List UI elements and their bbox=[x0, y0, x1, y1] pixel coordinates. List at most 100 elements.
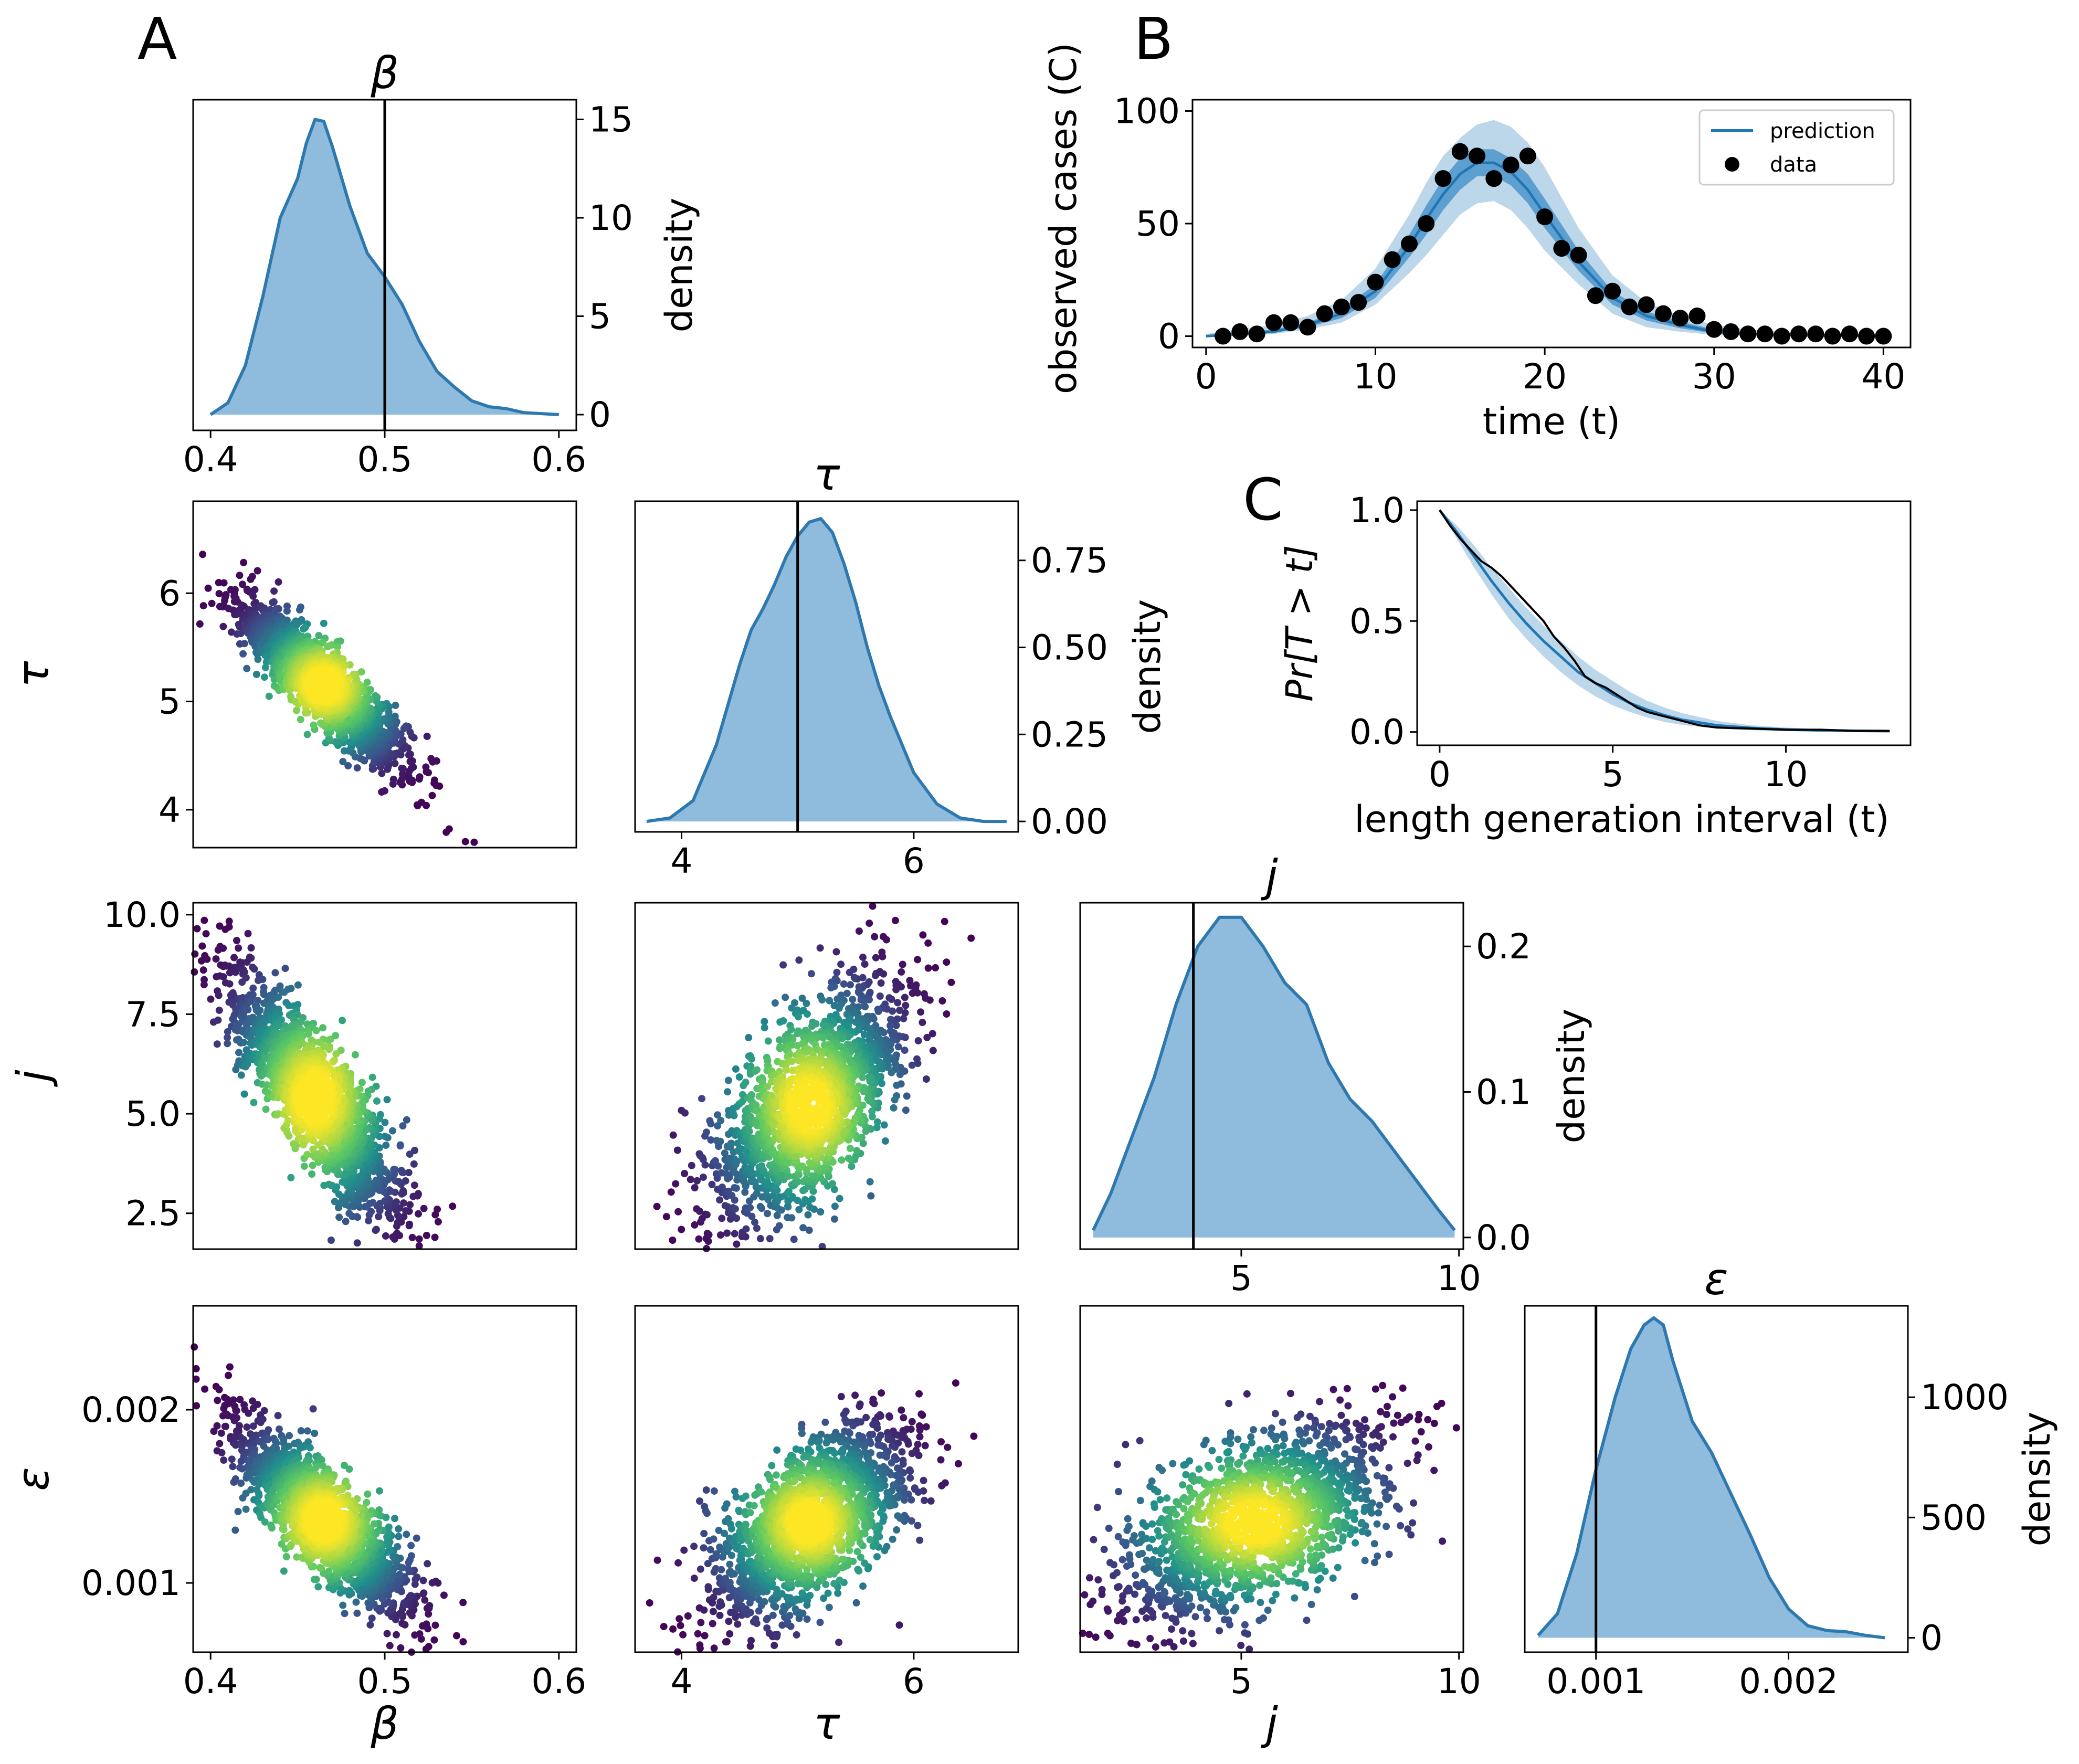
sample-point bbox=[236, 623, 244, 631]
y-tick-label: 15 bbox=[589, 100, 633, 140]
sample-point bbox=[247, 944, 255, 952]
sample-point bbox=[199, 966, 207, 974]
sample-point bbox=[816, 944, 824, 952]
sample-point bbox=[855, 927, 863, 935]
sample-point bbox=[243, 664, 251, 672]
density-curve bbox=[1092, 915, 1456, 1231]
sample-point bbox=[831, 1215, 838, 1223]
sample-point bbox=[416, 773, 424, 781]
sample-point bbox=[947, 978, 955, 986]
sample-point bbox=[300, 1163, 308, 1170]
sample-point bbox=[871, 933, 879, 941]
sample-point bbox=[849, 996, 857, 1004]
y-tick-label: 10 bbox=[589, 198, 633, 238]
sample-point bbox=[378, 788, 386, 796]
sample-point bbox=[876, 992, 884, 1000]
sample-point bbox=[339, 758, 347, 766]
sample-point bbox=[801, 1196, 809, 1203]
sample-point bbox=[687, 1176, 694, 1184]
sample-point bbox=[723, 1229, 731, 1237]
sample-point bbox=[392, 701, 399, 709]
sample-point bbox=[919, 1019, 926, 1027]
sample-point bbox=[914, 956, 922, 964]
sample-point bbox=[753, 1066, 761, 1074]
sample-point bbox=[332, 1050, 340, 1058]
sample-point bbox=[208, 599, 216, 607]
axes-frame bbox=[1524, 1305, 1909, 1653]
density-fill bbox=[1538, 1317, 1885, 1638]
sample-point bbox=[431, 1233, 439, 1241]
sample-point bbox=[308, 1170, 316, 1178]
sample-point bbox=[320, 619, 328, 627]
sample-point bbox=[236, 572, 244, 579]
x-tick-label: 10 bbox=[1437, 1258, 1481, 1298]
sample-point bbox=[212, 955, 220, 963]
sample-point bbox=[832, 948, 840, 956]
sample-point bbox=[835, 1004, 843, 1012]
sample-point bbox=[259, 976, 267, 984]
y-tick-label: 0.50 bbox=[1031, 628, 1108, 668]
x-tick-label: 0.4 bbox=[183, 439, 238, 480]
sample-point bbox=[233, 937, 240, 944]
sample-point bbox=[237, 1071, 245, 1079]
sample-point bbox=[860, 1087, 868, 1095]
sample-point bbox=[691, 1184, 699, 1191]
sample-point bbox=[681, 1109, 689, 1117]
sample-point bbox=[699, 1174, 707, 1181]
sample-point bbox=[270, 587, 278, 595]
sample-point bbox=[240, 640, 248, 648]
sample-point bbox=[398, 764, 406, 772]
sample-point bbox=[423, 733, 431, 740]
sample-point bbox=[846, 1145, 854, 1153]
sample-point bbox=[423, 1231, 430, 1239]
sample-point bbox=[851, 975, 859, 983]
sample-point bbox=[733, 1240, 741, 1248]
sample-point bbox=[763, 1178, 771, 1186]
sample-point bbox=[231, 968, 239, 976]
sample-point bbox=[902, 1106, 910, 1114]
density-curve bbox=[646, 517, 1007, 823]
sample-point bbox=[799, 1224, 807, 1232]
sample-point bbox=[672, 1180, 680, 1188]
x-tick-label: 0.002 bbox=[1739, 1661, 1838, 1702]
sample-point bbox=[867, 1192, 875, 1200]
y-tick-label: 7.5 bbox=[125, 994, 181, 1034]
sample-point bbox=[247, 575, 255, 583]
sample-point bbox=[908, 1061, 916, 1069]
sample-point bbox=[239, 650, 247, 658]
sample-point bbox=[296, 606, 303, 614]
sample-point bbox=[779, 1017, 787, 1024]
sample-point bbox=[312, 1027, 320, 1034]
sample-point bbox=[240, 558, 248, 566]
sample-point bbox=[280, 988, 288, 996]
sample-point bbox=[695, 1235, 703, 1243]
sample-point bbox=[427, 755, 435, 763]
sample-point bbox=[782, 1066, 790, 1074]
sample-point bbox=[406, 758, 414, 765]
sample-point bbox=[907, 982, 914, 990]
sample-point bbox=[342, 1218, 350, 1226]
sample-point bbox=[256, 1006, 264, 1014]
y-tick-label: 10.0 bbox=[103, 895, 181, 935]
sample-point bbox=[226, 980, 234, 988]
sample-point bbox=[409, 1192, 417, 1200]
sample-point bbox=[214, 1016, 222, 1024]
sample-point bbox=[667, 1188, 675, 1196]
y-tick-label: 5 bbox=[589, 297, 611, 337]
sample-point bbox=[215, 1006, 223, 1014]
scatter-beta-j: 2.55.07.510.0j bbox=[7, 895, 577, 1250]
sample-point bbox=[967, 934, 975, 942]
sample-point bbox=[261, 663, 269, 671]
sample-point bbox=[794, 1042, 801, 1050]
sample-point bbox=[240, 1090, 248, 1098]
sample-point bbox=[244, 929, 252, 937]
density-curve bbox=[209, 118, 559, 416]
sample-point bbox=[703, 1211, 711, 1219]
sample-point bbox=[795, 1013, 802, 1021]
sample-point bbox=[281, 965, 289, 973]
sample-point bbox=[199, 602, 207, 610]
sample-point bbox=[866, 1178, 874, 1186]
sample-point bbox=[866, 1078, 874, 1085]
sample-point bbox=[240, 1039, 248, 1047]
sample-point bbox=[434, 1218, 442, 1226]
